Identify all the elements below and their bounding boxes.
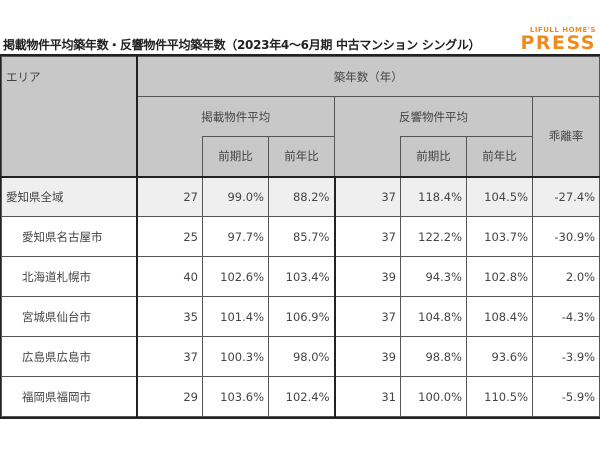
divergence-rate: -5.9% xyxy=(531,376,600,417)
divergence-rate: -30.9% xyxy=(531,216,600,257)
inquiry-yoy: 104.5% xyxy=(466,175,533,217)
inquiry-years: 37 xyxy=(333,216,401,257)
table-row: 愛知県全域 27 99.0% 88.2% 37 118.4% 104.5% -2… xyxy=(1,175,600,217)
table-row: 福岡県福岡市 29 103.6% 102.4% 31 100.0% 110.5%… xyxy=(1,376,600,417)
divergence-rate: 2.0% xyxy=(531,256,600,297)
listed-yoy-header: 前年比 xyxy=(268,136,335,177)
inquiry-qoq-header: 前期比 xyxy=(400,136,467,177)
page-title: 掲載物件平均築年数・反響物件平均築年数（2023年4～6月期 中古マンション シ… xyxy=(3,38,481,52)
inquiry-yoy: 110.5% xyxy=(466,376,533,417)
logo-main-text: PRESS xyxy=(520,32,596,54)
area-header: エリア xyxy=(1,56,138,177)
area-name: 福岡県福岡市 xyxy=(1,376,138,417)
inquiry-years: 31 xyxy=(333,376,401,417)
area-name: 宮城県仙台市 xyxy=(1,296,138,337)
listed-qoq: 103.6% xyxy=(202,376,269,417)
listed-qoq: 100.3% xyxy=(202,336,269,377)
listed-yoy: 88.2% xyxy=(268,175,335,217)
listed-qoq: 97.7% xyxy=(202,216,269,257)
area-name: 愛知県名古屋市 xyxy=(1,216,138,257)
listed-years: 29 xyxy=(136,376,203,417)
inquiry-yoy: 103.7% xyxy=(466,216,533,257)
inquiry-yoy: 93.6% xyxy=(466,336,533,377)
listed-yoy: 98.0% xyxy=(268,336,335,377)
building-age-group-header: 築年数（年） xyxy=(135,56,600,97)
area-name: 愛知県全域 xyxy=(1,175,138,217)
inquiry-yoy-header: 前年比 xyxy=(466,136,533,177)
table-row: 北海道札幌市 40 102.6% 103.4% 39 94.3% 102.8% … xyxy=(1,256,600,297)
table-row: 広島県広島市 37 100.3% 98.0% 39 98.8% 93.6% -3… xyxy=(1,336,600,377)
listed-qoq-header: 前期比 xyxy=(202,136,269,177)
listed-years: 25 xyxy=(136,216,203,257)
building-age-table: エリア 築年数（年） 掲載物件平均 反響物件平均 乖離率 前期比 前年比 前期比… xyxy=(0,54,600,419)
inquiry-qoq: 100.0% xyxy=(400,376,467,417)
inquiry-yoy: 108.4% xyxy=(466,296,533,337)
listed-qoq: 102.6% xyxy=(202,256,269,297)
listed-yoy: 103.4% xyxy=(268,256,335,297)
inquiry-years: 39 xyxy=(333,256,401,297)
divergence-rate: -3.9% xyxy=(531,336,600,377)
listed-years: 27 xyxy=(136,175,203,217)
logo-top-text: LIFULL HOME'S xyxy=(529,26,596,34)
listed-qoq: 101.4% xyxy=(202,296,269,337)
inquiry-years: 37 xyxy=(333,175,401,217)
listed-years: 40 xyxy=(136,256,203,297)
lifull-homes-press-logo: LIFULL HOME'S PRESS xyxy=(520,26,596,53)
table-row: 宮城県仙台市 35 101.4% 106.9% 37 104.8% 108.4%… xyxy=(1,296,600,337)
listed-average-header: 掲載物件平均 xyxy=(136,96,335,137)
divergence-rate-header: 乖離率 xyxy=(531,96,600,177)
listed-yoy: 85.7% xyxy=(268,216,335,257)
listed-qoq: 99.0% xyxy=(202,175,269,217)
inquiry-spacer xyxy=(334,136,401,177)
area-name: 広島県広島市 xyxy=(1,336,138,377)
listed-yoy: 102.4% xyxy=(268,376,335,417)
inquiry-years: 39 xyxy=(333,336,401,377)
area-name: 北海道札幌市 xyxy=(1,256,138,297)
divergence-rate: -4.3% xyxy=(531,296,600,337)
listed-years: 37 xyxy=(136,336,203,377)
table-row: 愛知県名古屋市 25 97.7% 85.7% 37 122.2% 103.7% … xyxy=(1,216,600,257)
inquiry-qoq: 122.2% xyxy=(400,216,467,257)
inquiry-years: 37 xyxy=(333,296,401,337)
inquiry-qoq: 98.8% xyxy=(400,336,467,377)
listed-years: 35 xyxy=(136,296,203,337)
listed-yoy: 106.9% xyxy=(268,296,335,337)
inquiry-qoq: 104.8% xyxy=(400,296,467,337)
inquiry-average-header: 反響物件平均 xyxy=(334,96,533,137)
inquiry-yoy: 102.8% xyxy=(466,256,533,297)
inquiry-qoq: 118.4% xyxy=(400,175,467,217)
inquiry-qoq: 94.3% xyxy=(400,256,467,297)
divergence-rate: -27.4% xyxy=(531,175,600,217)
listed-spacer xyxy=(136,136,203,177)
